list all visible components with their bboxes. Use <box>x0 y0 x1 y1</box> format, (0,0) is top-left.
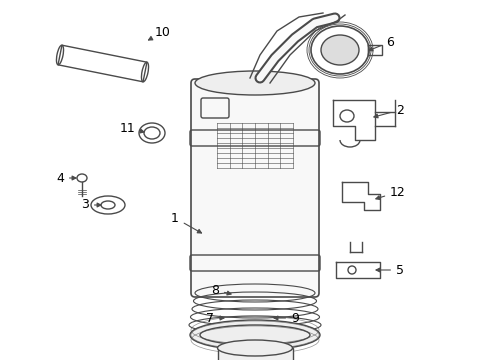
Text: 6: 6 <box>369 36 394 51</box>
Ellipse shape <box>195 71 315 95</box>
Text: 2: 2 <box>374 104 404 118</box>
Bar <box>368 45 382 55</box>
FancyBboxPatch shape <box>191 79 319 297</box>
Text: 10: 10 <box>148 26 171 40</box>
Text: 1: 1 <box>171 211 201 233</box>
Ellipse shape <box>321 35 359 65</box>
Text: 11: 11 <box>120 122 144 135</box>
Text: 8: 8 <box>211 284 231 297</box>
Text: 9: 9 <box>274 311 299 324</box>
Text: 7: 7 <box>206 311 224 324</box>
Ellipse shape <box>190 320 320 350</box>
Bar <box>218 348 293 360</box>
Ellipse shape <box>218 340 293 356</box>
Text: 5: 5 <box>376 264 404 276</box>
Text: 3: 3 <box>81 198 101 211</box>
Text: 4: 4 <box>56 171 76 184</box>
Text: 12: 12 <box>376 185 406 199</box>
